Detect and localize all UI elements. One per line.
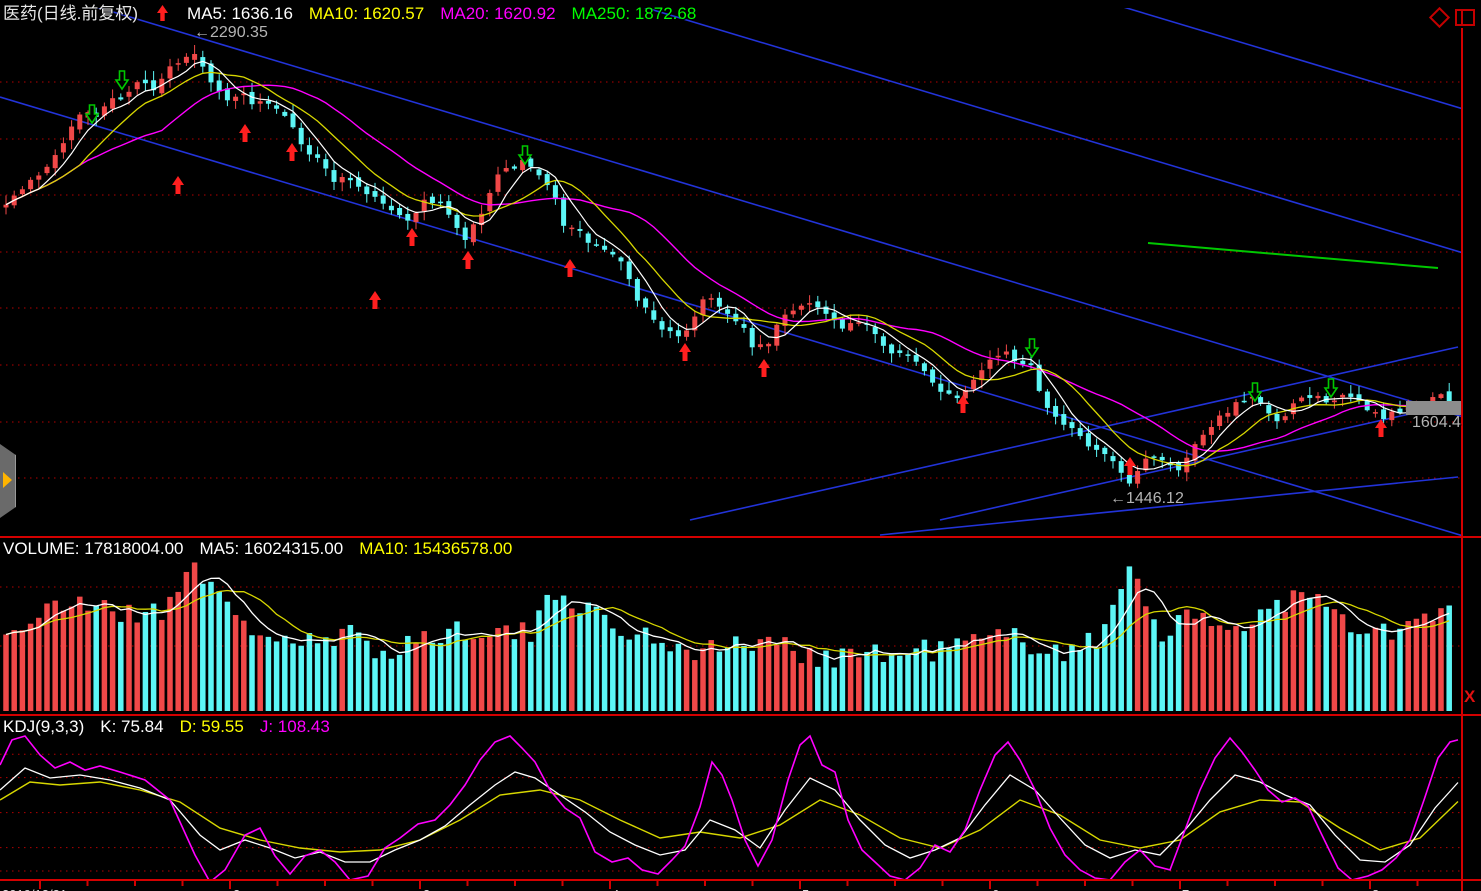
pane-corner-controls [1428, 6, 1475, 29]
sell-signal-arrow [1247, 382, 1263, 403]
volume-indicator-values: VOLUME: 17818004.00 MA5: 16024315.00 MA10:… [3, 539, 528, 559]
buy-signal-arrow [679, 343, 691, 361]
kdj-header: KDJ(9,3,3) K: 75.84 D: 59.55 J: 108.43 [3, 717, 346, 737]
chart-title: 医药(日线.前复权) [3, 4, 139, 23]
axis-start-date: 2019/12/31 [2, 887, 67, 891]
sell-signal-arrow [84, 104, 100, 125]
indicator-readout: VOLUME: 17818004.00 [3, 539, 184, 558]
buy-signal-arrow [286, 143, 298, 161]
split-window-icon[interactable] [1455, 9, 1475, 26]
buy-signal-arrow [369, 291, 381, 309]
volume-header: VOLUME: 17818004.00 MA5: 16024315.00 MA10:… [3, 539, 528, 559]
indicator-readout: MA10: 1620.57 [308, 4, 425, 23]
volume-pane [0, 562, 1462, 711]
sell-signal-arrow [517, 145, 533, 166]
axis-month-label: 5 [802, 887, 809, 891]
main-chart-header: 医药(日线.前复权) MA5: 1636.16 MA10: 1620.57 MA20… [3, 4, 712, 27]
price-annotation: 1604.4 [1412, 414, 1461, 431]
buy-signal-arrow [1124, 457, 1136, 475]
date-axis-row: 2019/12/31 2 3 4 5 6 7 8 [0, 884, 1481, 891]
trend-up-arrow-icon [156, 4, 169, 27]
buy-signal-arrow [462, 251, 474, 269]
price-annotation: ←1446.12 [1110, 490, 1184, 507]
indicator-readout: MA5: 16024315.00 [199, 539, 344, 558]
buy-signal-arrow [172, 176, 184, 194]
sell-signal-arrow [1323, 378, 1339, 399]
close-indicator-button[interactable]: X [1464, 687, 1476, 706]
indicator-readout: MA20: 1620.92 [440, 4, 556, 23]
axis-month-label: 2 [233, 887, 240, 891]
indicator-readout: MA5: 1636.16 [187, 4, 293, 23]
ma-indicator-values: MA5: 1636.16 MA10: 1620.57 MA20: 1620.92 MA… [187, 4, 712, 27]
indicator-readout: K: 75.84 [100, 717, 164, 736]
indicator-readout: D: 59.55 [179, 717, 244, 736]
kdj-pane [0, 734, 1462, 879]
indicator-readout: MA250: 1872.68 [571, 4, 697, 23]
indicator-readout: KDJ(9,3,3) [3, 717, 85, 736]
buy-signal-arrow [758, 359, 770, 377]
sell-signal-arrow [114, 70, 130, 91]
buy-signal-arrow [564, 259, 576, 277]
buy-signal-arrow [406, 228, 418, 246]
sell-signal-arrow [1024, 338, 1040, 359]
axis-month-label: 7 [1182, 887, 1189, 891]
buy-signal-arrow [957, 395, 969, 413]
last-price-marker [1406, 401, 1462, 415]
axis-month-label: 3 [423, 887, 430, 891]
sidebar-expand-handle[interactable] [0, 444, 16, 518]
pane-frame [0, 28, 1481, 891]
price-annotation: ←2290.35 [194, 24, 268, 41]
axis-month-label: 8 [1372, 887, 1379, 891]
expand-arrow-icon [3, 472, 12, 488]
axis-month-label: 4 [612, 887, 619, 891]
axis-month-label: 6 [992, 887, 999, 891]
indicator-readout: J: 108.43 [259, 717, 330, 736]
price-pane [0, 8, 1462, 536]
buy-signal-arrow [1375, 419, 1387, 437]
diamond-icon[interactable] [1428, 6, 1451, 29]
indicator-readout: MA10: 15436578.00 [359, 539, 513, 558]
buy-signal-arrow [239, 124, 251, 142]
kdj-indicator-values: KDJ(9,3,3) K: 75.84 D: 59.55 J: 108.43 [3, 717, 346, 737]
